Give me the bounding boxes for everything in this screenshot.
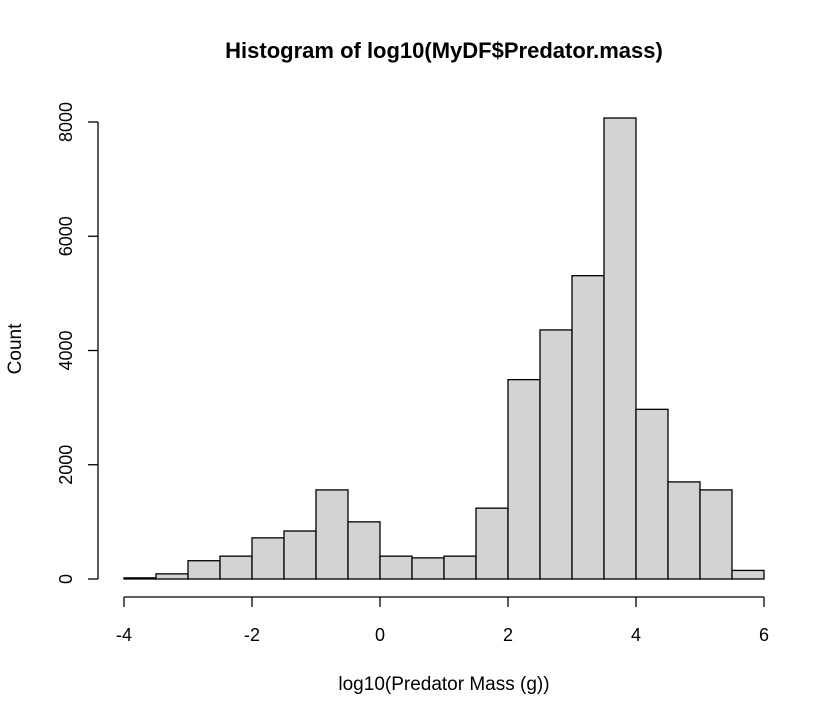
histogram-bar <box>347 521 381 580</box>
histogram-bar <box>187 560 221 580</box>
y-axis: 0 2000 4000 6000 8000 <box>56 102 99 584</box>
histogram-bar <box>699 489 733 580</box>
x-tick-label: 6 <box>759 625 769 645</box>
chart-title: Histogram of log10(MyDF$Predator.mass) <box>225 38 663 63</box>
histogram-bar <box>443 555 477 580</box>
histogram-bar <box>379 555 413 580</box>
y-tick-label: 8000 <box>56 102 76 142</box>
histogram-bar <box>123 577 157 580</box>
x-axis-label: log10(Predator Mass (g)) <box>338 674 549 695</box>
histogram-bar <box>251 537 285 580</box>
histogram-bar <box>475 507 509 580</box>
bars-layer <box>123 117 765 580</box>
y-axis-label: Count <box>5 323 26 374</box>
x-tick-label: -2 <box>244 625 260 645</box>
histogram-bar <box>155 573 189 580</box>
y-tick-label: 0 <box>56 574 76 584</box>
x-tick-label: -4 <box>116 625 132 645</box>
histogram-bar <box>539 329 573 580</box>
histogram-bar <box>219 555 253 580</box>
y-tick-label: 4000 <box>56 330 76 370</box>
histogram-bar <box>507 378 541 580</box>
histogram-bar <box>635 408 669 580</box>
histogram-bar <box>571 275 605 580</box>
y-tick-label: 2000 <box>56 445 76 485</box>
histogram-bar <box>283 530 317 580</box>
x-axis: -4 -2 0 2 4 6 <box>116 596 769 645</box>
histogram-bar <box>667 481 701 580</box>
y-tick-label: 6000 <box>56 216 76 256</box>
x-tick-label: 4 <box>631 625 641 645</box>
x-tick-label: 2 <box>503 625 513 645</box>
histogram-bar <box>603 117 637 580</box>
histogram-bar <box>315 489 349 580</box>
histogram-bar <box>731 569 765 580</box>
x-tick-label: 0 <box>375 625 385 645</box>
histogram-bar <box>411 557 445 580</box>
